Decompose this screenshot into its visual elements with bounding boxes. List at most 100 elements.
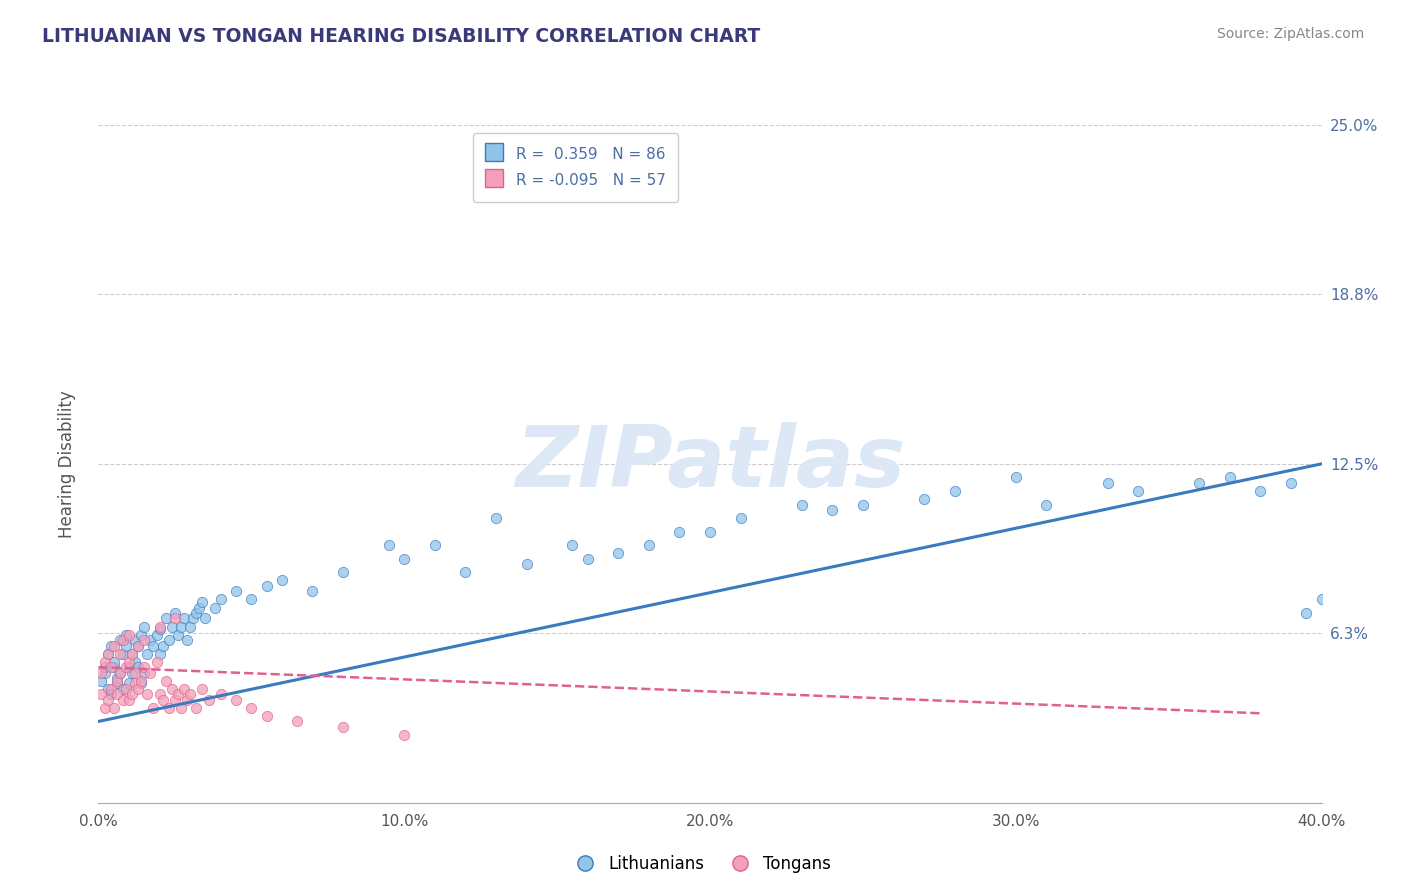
Point: [145, 655, 167, 669]
Point: [163, 692, 186, 706]
Y-axis label: Hearing Disability: Hearing Disability: [58, 390, 76, 538]
Point: [454, 566, 477, 580]
Point: [127, 681, 149, 696]
Point: [134, 660, 156, 674]
Point: [118, 692, 141, 706]
Point: [163, 606, 186, 620]
Point: [167, 687, 190, 701]
Point: [118, 628, 141, 642]
Point: [1188, 475, 1211, 490]
Point: [160, 619, 183, 633]
Point: [1097, 475, 1119, 490]
Point: [97, 647, 120, 661]
Point: [1128, 483, 1150, 498]
Point: [790, 498, 813, 512]
Point: [100, 660, 122, 674]
Point: [637, 538, 661, 552]
Point: [105, 687, 128, 701]
Point: [163, 611, 186, 625]
Point: [240, 701, 263, 715]
Point: [97, 647, 120, 661]
Point: [155, 673, 177, 688]
Point: [160, 681, 183, 696]
Point: [134, 633, 156, 648]
Point: [157, 701, 180, 715]
Point: [124, 633, 146, 648]
Point: [105, 673, 128, 688]
Point: [121, 687, 143, 701]
Point: [186, 606, 208, 620]
Point: [103, 660, 125, 674]
Point: [115, 660, 138, 674]
Point: [1279, 475, 1302, 490]
Point: [561, 538, 583, 552]
Point: [607, 546, 630, 560]
Point: [136, 647, 159, 661]
Point: [516, 557, 538, 571]
Point: [576, 551, 599, 566]
Point: [136, 687, 159, 701]
Point: [149, 687, 172, 701]
Point: [188, 600, 211, 615]
Point: [197, 692, 219, 706]
Point: [1249, 483, 1271, 498]
Point: [167, 628, 190, 642]
Point: [100, 639, 122, 653]
Point: [90, 687, 112, 701]
Point: [108, 633, 131, 648]
Point: [181, 611, 204, 625]
Point: [124, 655, 146, 669]
Legend: Lithuanians, Tongans: Lithuanians, Tongans: [568, 848, 838, 880]
Point: [240, 592, 263, 607]
Point: [142, 639, 165, 653]
Point: [1310, 592, 1333, 607]
Point: [129, 673, 152, 688]
Point: [121, 647, 143, 661]
Point: [191, 595, 214, 609]
Point: [129, 676, 152, 690]
Point: [142, 701, 165, 715]
Point: [139, 665, 162, 680]
Point: [423, 538, 446, 552]
Point: [176, 692, 198, 706]
Point: [270, 574, 292, 588]
Point: [103, 639, 125, 653]
Point: [97, 692, 120, 706]
Point: [134, 619, 156, 633]
Point: [176, 633, 198, 648]
Point: [191, 681, 214, 696]
Point: [149, 647, 172, 661]
Point: [115, 681, 138, 696]
Point: [668, 524, 690, 539]
Point: [127, 639, 149, 653]
Point: [115, 639, 138, 653]
Point: [186, 701, 208, 715]
Point: [256, 709, 278, 723]
Point: [392, 728, 416, 742]
Point: [852, 498, 875, 512]
Point: [152, 639, 174, 653]
Point: [103, 701, 125, 715]
Point: [111, 647, 134, 661]
Legend: R =  0.359   N = 86, R = -0.095   N = 57: R = 0.359 N = 86, R = -0.095 N = 57: [472, 133, 678, 202]
Point: [392, 551, 416, 566]
Point: [485, 511, 508, 525]
Point: [1219, 470, 1241, 484]
Point: [179, 687, 201, 701]
Point: [378, 538, 401, 552]
Point: [730, 511, 752, 525]
Text: ZIPatlas: ZIPatlas: [515, 422, 905, 506]
Point: [204, 600, 226, 615]
Point: [699, 524, 721, 539]
Point: [121, 665, 143, 680]
Point: [124, 665, 146, 680]
Point: [118, 660, 141, 674]
Point: [127, 660, 149, 674]
Point: [173, 611, 195, 625]
Point: [155, 611, 177, 625]
Point: [149, 619, 172, 633]
Point: [118, 676, 141, 690]
Point: [152, 692, 174, 706]
Point: [111, 633, 134, 648]
Point: [209, 687, 232, 701]
